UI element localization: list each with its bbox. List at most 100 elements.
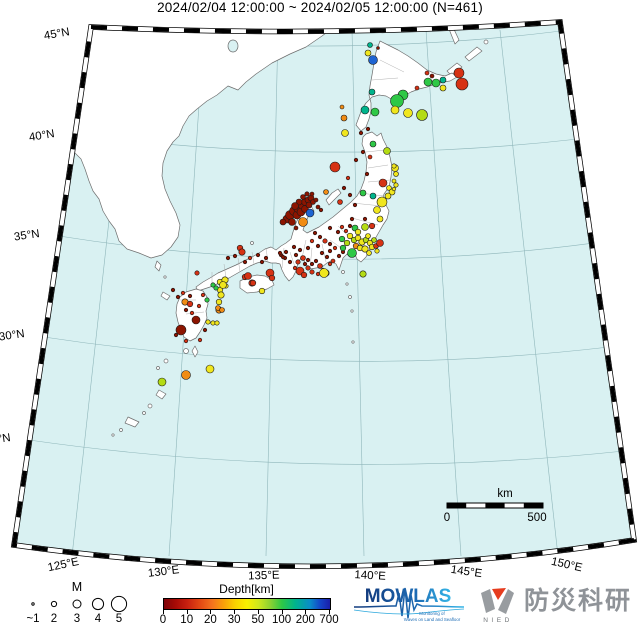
scale-bar: km 0 500 [444,488,547,524]
earthquake-dot [197,337,203,343]
earthquake-dot [370,107,380,117]
earthquake-dot [238,248,246,256]
earthquake-dot [255,252,261,258]
earthquake-dot [368,222,376,230]
longitude-tick-label: 130°E [147,564,180,580]
iki-island [163,275,167,279]
depth-tick-label: 200 [295,614,315,626]
earthquake-dot [343,239,351,247]
earthquake-dot [390,105,400,115]
earthquake-dot [327,248,333,254]
earthquake-dot [346,232,354,240]
mowlas-tagline-line2: Waves on Land and Seafloor [404,617,461,622]
earthquake-dot [391,178,397,184]
latitude-tick-label: 45°N [43,26,70,42]
earthquake-dot [343,228,349,234]
goto-islands [160,291,171,301]
earthquake-dot [439,76,447,84]
earthquake-dot [323,189,329,195]
earthquake-dot [309,238,315,244]
latitude-labels: 45°N 40°N 35°N 30°N 25°N [0,26,71,447]
earthquake-dot [332,245,338,251]
earthquake-dot [259,259,265,265]
earthquake-dot [368,88,376,96]
mowlas-logo-text: MOWLAS [365,586,452,607]
earthquake-dot [215,298,223,306]
earthquake-dot [367,42,373,48]
earthquake-dot [376,196,388,208]
depth-tick-mark [281,610,283,614]
magnitude-legend: M ~1 2 3 4 5 [26,580,128,625]
earthquake-dot [293,252,299,258]
magnitude-legend-circle [31,602,35,606]
earthquake-dot [186,300,194,308]
earthquake-dot [291,244,297,250]
nied-name: 防災科研 [524,587,633,615]
depth-tick-mark [305,610,307,614]
depth-tick-label: 30 [227,614,241,626]
earthquake-dot [390,94,404,108]
earthquake-dot [268,274,276,282]
earthquake-dot [315,204,321,210]
earthquake-dot [354,228,362,236]
earthquake-dot [175,324,187,336]
earthquake-dot [330,258,336,264]
earthquake-events-layer [157,42,469,387]
earthquake-dot [414,85,420,91]
earthquake-dot [189,310,195,316]
japan-seismicity-map: 45°N 40°N 35°N 30°N 25°N 125°E 130°E 135°E 140°… [0,19,638,583]
earthquake-dot [337,199,343,205]
legend-row: M ~1 2 3 4 5 Depth[km] 0 10 20 30 50 100 200 700 MO… [0,580,640,627]
earthquake-dot [352,202,358,208]
earthquake-dot [347,248,357,258]
scale-bar-start: 0 [444,512,450,524]
earthquake-dot [279,218,287,226]
earthquake-dot [416,109,428,121]
earthquake-dot [329,161,341,173]
earthquake-dot [302,261,308,267]
magnitude-legend-value: ~1 [26,613,39,625]
mowlas-logo: MOWLAS Monitoring of Waves on Land and S… [353,586,465,622]
magnitude-legend-value: 2 [51,613,57,625]
earthquake-dot [298,217,308,227]
earthquake-dot [439,84,447,92]
earthquake-dot [283,249,289,255]
sado-island [325,188,342,206]
earthquake-dot [244,272,252,280]
earthquake-dot [280,254,286,260]
scale-bar-end: 500 [527,512,546,524]
earthquake-dot [300,255,306,261]
earthquake-dot [423,77,433,87]
earthquake-dot [305,208,315,218]
earthquake-dot [338,235,346,243]
longitude-tick-label: 125°E [47,556,81,574]
izu-island [341,270,345,274]
earthquake-dot [293,225,299,231]
scale-bar-unit: km [497,488,512,500]
depth-tick-mark [210,610,212,614]
earthquake-dot [318,207,324,213]
earthquake-dot [219,281,227,289]
earthquake-dot [383,147,391,155]
earthquake-dot [305,265,311,271]
earthquake-dot [300,194,306,200]
mowlas-swoosh-icon [353,608,465,615]
earthquake-dot [305,201,313,209]
earthquake-dot [217,291,225,299]
earthquake-dot [312,230,318,236]
magnitude-legend-value: 3 [74,613,80,625]
depth-tick-label: 100 [271,614,292,626]
earthquake-dot [194,270,200,276]
earthquake-dot [247,255,253,261]
earthquake-dot [263,255,269,261]
earthquake-dot [225,255,231,261]
earthquake-dot [327,225,333,231]
earthquake-dot [345,175,351,181]
lake-khanka [227,39,239,53]
nied-acronym: NIED [483,617,513,624]
earthquake-dot [359,270,367,278]
earthquake-dot [219,307,225,313]
earthquake-dot [258,287,266,295]
earthquake-dot [354,234,362,242]
earthquake-dot [322,238,328,244]
